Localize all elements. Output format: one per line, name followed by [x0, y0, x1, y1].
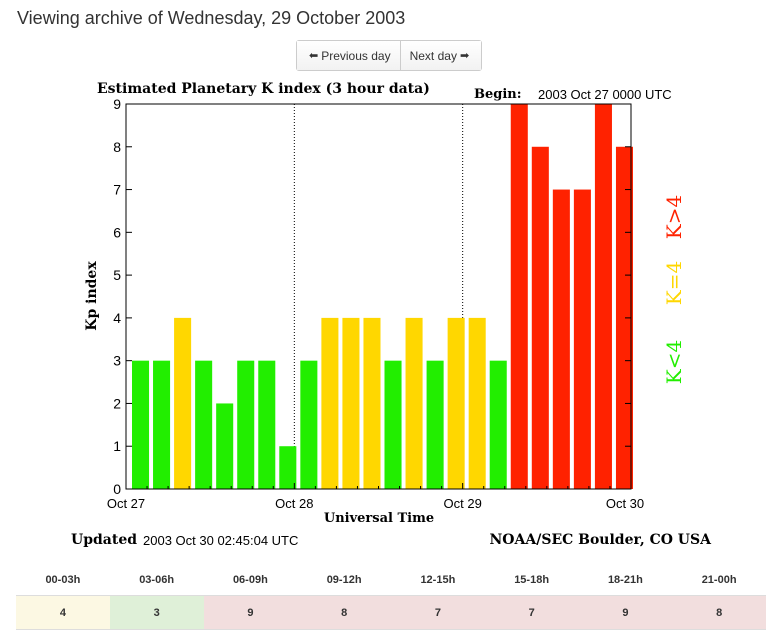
y-tick-label: 2 — [113, 395, 121, 411]
kp-bar — [132, 360, 150, 489]
kp-bar — [153, 360, 171, 489]
kp-bar — [363, 317, 381, 489]
x-tick-label: Oct 30 — [606, 496, 644, 511]
table-cell: 9 — [578, 595, 673, 630]
kp-bar — [342, 317, 360, 489]
x-tick-label: Oct 28 — [275, 496, 313, 511]
y-tick-label: 5 — [113, 267, 121, 283]
table-header-cell: 00-03h — [45, 574, 81, 586]
y-tick-label: 7 — [113, 182, 121, 198]
kp-bar — [174, 317, 192, 489]
table-cell: 8 — [672, 595, 766, 630]
kp-index-chart: 0 1 2 3 4 5 6 7 8 9 Oct 27 Oct 28 Oct 29 Oct 30 Estim… — [71, 81, 713, 548]
y-tick-label: 0 — [113, 481, 121, 497]
kp-bar — [300, 360, 318, 489]
kp-bar — [426, 360, 444, 489]
previous-day-button[interactable]: ⬅ Previous day — [297, 41, 400, 70]
begin-value: 2003 Oct 27 0000 UTC — [538, 87, 672, 102]
y-tick-label: 6 — [113, 224, 121, 240]
kp-bar — [510, 104, 528, 489]
previous-day-label: Previous day — [321, 48, 391, 63]
kp-summary-table: 00-03h 03-06h 06-09h 09-12h 12-15h 15-18h 18-2… — [16, 565, 766, 630]
arrow-right-icon: ➡ — [459, 50, 470, 62]
table-header-cell: 03-06h — [139, 574, 175, 586]
kp-bar — [573, 189, 591, 490]
kp-bar — [447, 317, 465, 489]
kp-bar — [405, 317, 423, 489]
table-header-cell: 15-18h — [514, 574, 550, 586]
kp-bar — [216, 403, 234, 489]
y-tick-label: 1 — [113, 438, 121, 454]
table-header-cell: 09-12h — [326, 574, 362, 586]
table-cell: 8 — [297, 595, 391, 630]
table-cell: 4 — [16, 595, 110, 630]
kp-bar — [237, 360, 255, 489]
chart-title: Estimated Planetary K index (3 hour data… — [97, 81, 430, 97]
table-cell: 7 — [484, 595, 579, 630]
x-axis-label: Universal Time — [324, 511, 434, 526]
kp-bar — [531, 146, 549, 489]
day-navigation: ⬅ Previous day Next day ➡ — [296, 40, 483, 71]
next-day-button[interactable]: Next day ➡ — [399, 41, 482, 70]
kp-bar — [258, 360, 276, 489]
kp-bar — [552, 189, 570, 490]
kp-bar — [489, 360, 507, 489]
kp-bar — [594, 104, 612, 489]
kp-bar — [321, 317, 339, 489]
updated-label: Updated — [71, 532, 137, 548]
kp-bar — [384, 360, 402, 489]
table-header-cell: 12-15h — [420, 574, 456, 586]
table-header-cell: 21-00h — [701, 574, 737, 586]
y-tick-label: 4 — [113, 310, 121, 326]
table-cell: 7 — [391, 595, 485, 630]
y-tick-label: 9 — [113, 96, 121, 112]
legend-item: K<4 — [662, 340, 686, 384]
y-tick-label: 3 — [113, 353, 121, 369]
table-cell: 9 — [203, 595, 298, 630]
page-title: Viewing archive of Wednesday, 29 October… — [17, 8, 406, 28]
x-tick-label: Oct 27 — [107, 496, 145, 511]
arrow-left-icon: ⬅ — [309, 50, 319, 62]
y-tick-label: 8 — [113, 139, 121, 155]
kp-bar — [468, 317, 486, 489]
x-tick-label: Oct 29 — [444, 496, 482, 511]
table-cell: 3 — [109, 595, 204, 630]
table-header-row: 00-03h 03-06h 06-09h 09-12h 12-15h 15-18h 18-2… — [16, 565, 766, 596]
updated-value: 2003 Oct 30 02:45:04 UTC — [143, 533, 298, 548]
kp-bar — [195, 360, 213, 489]
source-label: NOAA/SEC Boulder, CO USA — [490, 532, 713, 548]
table-header-cell: 18-21h — [607, 574, 643, 586]
legend-item: K=4 — [662, 261, 686, 305]
y-axis-label: Kp index — [84, 261, 100, 331]
next-day-label: Next day — [409, 48, 457, 63]
kp-bar — [279, 446, 297, 489]
legend-item: K>4 — [662, 195, 686, 239]
table-header-cell: 06-09h — [232, 574, 268, 586]
begin-label: Begin: — [474, 87, 522, 102]
